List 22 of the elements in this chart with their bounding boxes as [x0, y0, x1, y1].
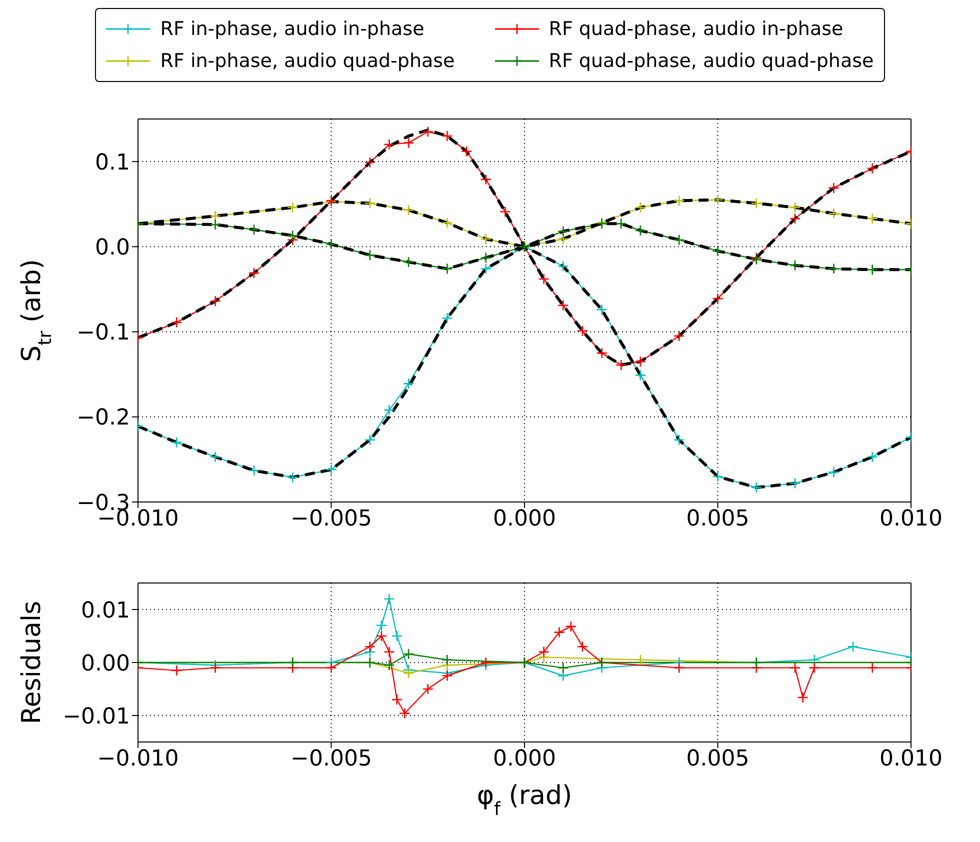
legend-label: RF quad-phase, audio quad-phase	[548, 50, 874, 72]
y-tick-label: −0.1	[76, 320, 130, 346]
x-axis-title: φ$_{f}$ (rad)	[476, 781, 572, 820]
legend-label: RF in-phase, audio in-phase	[160, 18, 424, 40]
x-tick-label: −0.010	[97, 746, 179, 772]
legend-label: RF quad-phase, audio in-phase	[548, 18, 844, 40]
x-tick-label: 0.000	[493, 746, 556, 772]
y-tick-label: 0.1	[95, 150, 130, 176]
y-tick-label: 0.01	[81, 598, 130, 624]
x-tick-label: 0.005	[686, 746, 750, 772]
y-tick-label: −0.2	[76, 406, 130, 431]
x-tick-label: −0.005	[290, 746, 372, 772]
x-tick-label: 0.010	[880, 746, 942, 772]
y-axis-title: Residuals	[17, 600, 47, 724]
x-tick-label: −0.005	[290, 506, 372, 532]
y-tick-label: 0.0	[95, 235, 130, 260]
x-tick-label: 0.010	[880, 506, 942, 532]
y-tick-label: −0.01	[62, 704, 130, 730]
y-tick-label: 0.00	[81, 651, 130, 676]
legend-label: RF in-phase, audio quad-phase	[160, 50, 455, 72]
x-tick-label: 0.000	[493, 506, 556, 532]
x-tick-label: 0.005	[686, 506, 750, 532]
